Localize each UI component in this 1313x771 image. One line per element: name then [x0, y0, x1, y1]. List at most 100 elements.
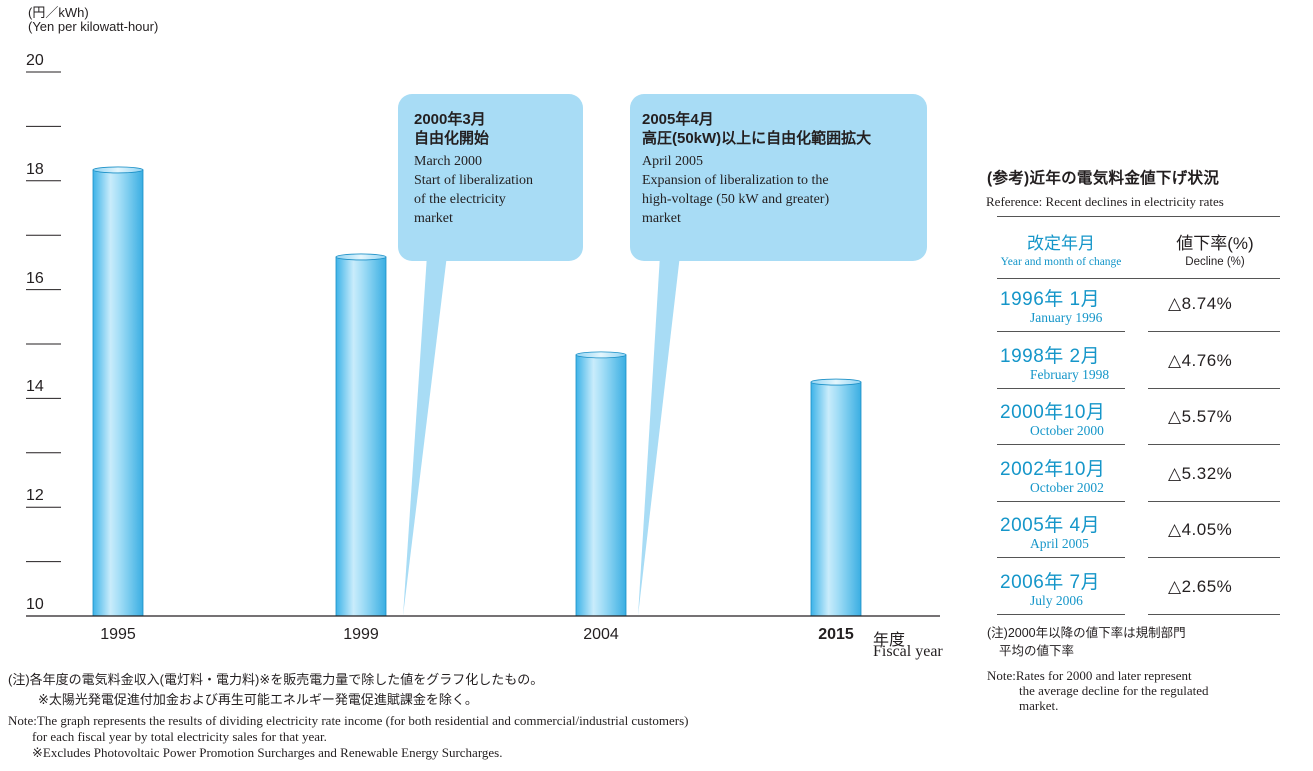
- callout-2000: 2000年3月 自由化開始 March 2000 Start of libera…: [398, 94, 583, 261]
- y-axis-label-en: (Yen per kilowatt-hour): [28, 19, 159, 34]
- callout-2005-text: April 2005 Expansion of liberalization t…: [642, 152, 829, 228]
- row-rule: [997, 331, 1125, 332]
- callout-2005-line: high-voltage (50 kW and greater): [642, 192, 830, 207]
- bar-1995: [92, 169, 144, 617]
- reference-row-date: 1998年 2月 February 1998: [1000, 341, 1140, 383]
- reference-row-date: 2005年 4月 April 2005: [1000, 510, 1140, 552]
- reference-row-date-jp: 2006年 7月: [1000, 571, 1101, 593]
- reference-row-date-en: July 2006: [1030, 592, 1083, 608]
- bar-2015: [810, 381, 862, 617]
- table-header-rule: [997, 278, 1280, 279]
- y-tick-label: 20: [26, 52, 44, 69]
- row-rule: [1148, 387, 1280, 389]
- callout-2000-line: Start of liberalization: [414, 173, 533, 188]
- footnote-en-2: for each fiscal year by total electricit…: [32, 729, 327, 744]
- y-axis-label-jp: (円／kWh): [28, 5, 89, 20]
- col-header-decline-en: Decline (%): [1185, 256, 1245, 268]
- reference-note-jp-line: 平均の値下率: [999, 644, 1075, 658]
- reference-subtitle: Reference: Recent declines in electricit…: [986, 194, 1224, 209]
- callout-pointer: [403, 255, 447, 616]
- row-rule: [997, 444, 1125, 445]
- col-header-date-en: Year and month of change: [1000, 256, 1122, 268]
- callout-2005-event: 高圧(50kW)以上に自由化範囲拡大: [642, 130, 872, 147]
- y-tick-label: 12: [26, 487, 44, 505]
- reference-row-date-en: April 2005: [1030, 536, 1089, 551]
- row-rule: [997, 500, 1125, 502]
- row-rule: [1148, 557, 1280, 558]
- y-gridlines: [26, 71, 61, 563]
- reference-row-date-jp: 2002年10月: [1000, 458, 1106, 480]
- callout-2000-date: 2000年3月: [414, 111, 486, 128]
- reference-note-en: Note:Rates for 2000 and later represent …: [987, 668, 1208, 713]
- callout-2000-event: 自由化開始: [414, 130, 490, 147]
- x-tick-label: 2015: [818, 626, 854, 643]
- callout-2005: 2005年4月 高圧(50kW)以上に自由化範囲拡大 April 2005 Ex…: [630, 94, 927, 261]
- reference-title: (参考)近年の電気料金値下げ状況: [987, 170, 1220, 187]
- x-axis-label-jp: 年度: [873, 632, 906, 649]
- reference-row-decline: △2.65%: [1168, 576, 1233, 596]
- callout-2005-line: April 2005: [642, 154, 704, 169]
- reference-row-date-en: February 1998: [1030, 366, 1110, 382]
- reference-note-en-line: market.: [1019, 698, 1059, 713]
- callout-2000-line: of the electricity: [414, 192, 506, 207]
- reference-row-date-jp: 1998年 2月: [1000, 345, 1101, 367]
- row-rule: [997, 557, 1125, 558]
- col-header-decline: 値下率(%) Decline (%): [1150, 229, 1280, 268]
- reference-row-date: 2002年10月 October 2002: [1000, 454, 1140, 496]
- bar-cap-2004: [575, 351, 627, 359]
- col-header-date: 改定年月 Year and month of change: [997, 229, 1125, 268]
- reference-row-decline: △8.74%: [1168, 294, 1233, 313]
- bar-cap-2015: [810, 378, 862, 386]
- bar-cap-1995: [92, 166, 144, 174]
- callout-2005-date: 2005年4月: [642, 111, 714, 128]
- y-tick-label: 18: [26, 160, 44, 178]
- reference-note-en-line: the average decline for the regulated: [1019, 683, 1209, 698]
- row-rule: [1148, 444, 1280, 445]
- x-axis-label-en: Fiscal year: [873, 643, 943, 660]
- bar-2004: [575, 354, 627, 617]
- x-tick-label: 1995: [100, 626, 136, 643]
- callout-2000-text: March 2000 Start of liberalization of th…: [414, 152, 533, 228]
- y-tick-label: 16: [26, 269, 44, 287]
- reference-row-decline: △4.05%: [1168, 520, 1233, 539]
- reference-row-decline: △5.57%: [1168, 407, 1233, 426]
- table-top-rule: [997, 216, 1280, 217]
- reference-row-decline: △5.32%: [1168, 463, 1233, 483]
- reference-row-date-en: January 1996: [1030, 310, 1103, 325]
- reference-row-date-en: October 2000: [1030, 423, 1104, 438]
- footnote-jp-1: (注)各年度の電気料金収入(電灯料・電力料)※を販売電力量で除した値をグラフ化し…: [8, 672, 544, 687]
- y-tick-label: 14: [26, 378, 44, 396]
- row-rule: [997, 387, 1125, 389]
- x-tick-label: 1999: [343, 626, 379, 643]
- callout-2000-line: market: [414, 211, 453, 226]
- col-header-decline-jp: 値下率(%): [1176, 234, 1254, 253]
- col-header-date-jp: 改定年月: [1027, 234, 1095, 253]
- bars: [92, 166, 862, 617]
- footnote-jp-2: ※太陽光発電促進付加金および再生可能エネルギー発電促進賦課金を除く。: [38, 692, 478, 707]
- row-rule: [1148, 331, 1280, 332]
- reference-row-date: 1996年 1月 January 1996: [1000, 284, 1140, 326]
- reference-row-date-jp: 1996年 1月: [1000, 289, 1101, 310]
- y-tick-label: 10: [26, 596, 44, 613]
- callout-2005-line: market: [642, 211, 681, 226]
- reference-row-date-en: October 2002: [1030, 479, 1104, 495]
- row-rule: [997, 613, 1125, 615]
- reference-row-decline: △4.76%: [1168, 350, 1233, 370]
- footnote-en-1: Note:The graph represents the results of…: [8, 713, 689, 728]
- reference-row-date-jp: 2005年 4月: [1000, 515, 1101, 536]
- reference-note-jp: (注)2000年以降の値下率は規制部門 平均の値下率: [987, 624, 1186, 660]
- row-rule: [1148, 613, 1280, 615]
- reference-note-en-line: Note:Rates for 2000 and later represent: [987, 668, 1192, 683]
- reference-note-jp-line: (注)2000年以降の値下率は規制部門: [987, 626, 1186, 640]
- reference-row-date-jp: 2000年10月: [1000, 402, 1106, 423]
- callout-pointers: [403, 255, 680, 616]
- bar-1999: [335, 256, 387, 617]
- y-axis-label: (円／kWh) (Yen per kilowatt-hour): [28, 6, 158, 34]
- callout-2000-line: March 2000: [414, 154, 483, 169]
- callout-2005-line: Expansion of liberalization to the: [642, 173, 829, 188]
- reference-row-date: 2006年 7月 July 2006: [1000, 567, 1140, 609]
- reference-row-date: 2000年10月 October 2000: [1000, 397, 1140, 439]
- x-tick-label: 2004: [583, 626, 619, 643]
- callout-pointer: [638, 255, 680, 616]
- bar-cap-1999: [335, 253, 387, 261]
